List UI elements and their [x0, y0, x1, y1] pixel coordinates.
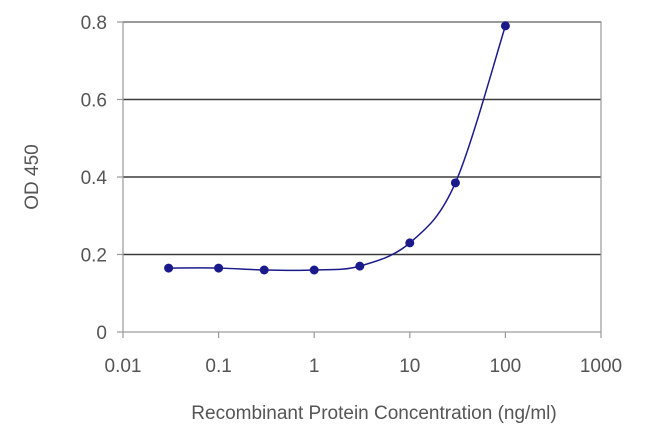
x-tick-label: 0.1	[205, 356, 231, 377]
series-line	[168, 25, 507, 272]
gridlines	[123, 21, 601, 256]
data-point	[259, 265, 269, 275]
data-point	[405, 238, 415, 248]
x-tick-label: 1	[309, 356, 320, 377]
data-point	[450, 178, 460, 188]
x-axis-title: Recombinant Protein Concentration (ng/ml…	[191, 403, 556, 424]
data-point	[500, 21, 510, 31]
data-point	[164, 263, 174, 273]
x-tick-label: 100	[490, 356, 522, 377]
y-tick-label: 0.4	[81, 168, 108, 189]
data-point	[355, 261, 365, 271]
series	[164, 21, 510, 275]
data-point	[309, 265, 319, 275]
x-tick-label: 1000	[580, 356, 622, 377]
y-tick-label: 0.2	[81, 246, 107, 267]
data-point	[214, 263, 224, 273]
y-tick-label: 0	[96, 323, 107, 344]
tick-labels: 0 0.2 0.4 0.6 0.8 0.01 0.1 1 10 100 1000	[81, 13, 623, 377]
x-tick-label: 0.01	[105, 356, 142, 377]
axis-ticks	[117, 21, 602, 338]
y-tick-label: 0.8	[81, 13, 107, 34]
x-tick-label: 10	[399, 356, 420, 377]
y-axis-title: OD 450	[22, 144, 43, 209]
y-tick-label: 0.6	[81, 91, 107, 112]
